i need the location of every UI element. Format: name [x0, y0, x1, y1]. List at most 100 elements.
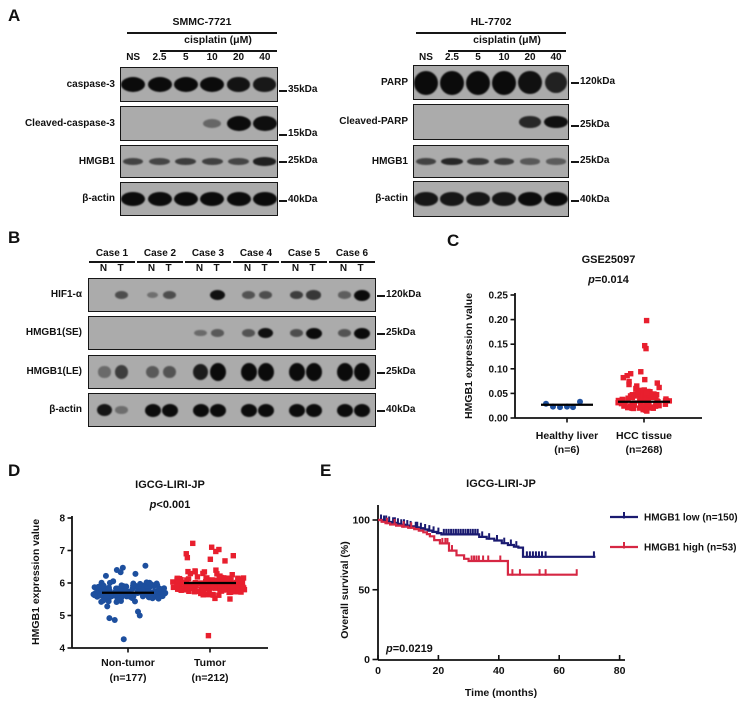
- y-tick-label: 0.00: [489, 414, 509, 425]
- y-tick-label: 8: [59, 514, 65, 525]
- kda-tick: [571, 125, 579, 127]
- scatter-point: [184, 577, 190, 583]
- scatter-point: [649, 404, 656, 410]
- nt-label: T: [357, 263, 364, 274]
- panel-c-chart: GSE25097 p=0.014 0.00 0.05 0.10 0.15 0.20 0.25 H…: [463, 254, 702, 455]
- protein-band: [544, 192, 568, 206]
- scatter-point: [175, 579, 181, 586]
- scatter-point: [238, 589, 244, 595]
- scatter-point: [216, 592, 222, 598]
- scatter-point: [208, 544, 215, 550]
- protein-band: [147, 192, 172, 206]
- blot-row-label: HMGB1(LE): [26, 366, 82, 377]
- case-label: Case 2: [143, 248, 177, 259]
- protein-band: [226, 116, 251, 131]
- protein-band: [209, 289, 226, 301]
- protein-band: [253, 77, 277, 92]
- scatter-point: [146, 594, 153, 601]
- plot-title: IGCG-LIRI-JP: [135, 479, 205, 491]
- case-label: Case 6: [335, 248, 369, 259]
- case-underline: [233, 261, 279, 263]
- protein-band: [353, 363, 370, 381]
- scatter-point: [625, 404, 631, 411]
- scatter-point: [651, 391, 657, 397]
- scatter-point: [654, 380, 660, 386]
- case-underline: [185, 261, 231, 263]
- scatter-point: [656, 384, 662, 391]
- header-underline: [416, 32, 566, 34]
- scatter-point: [174, 575, 180, 582]
- scatter-point: [156, 586, 163, 593]
- scatter-point: [136, 612, 143, 619]
- scatter-point: [228, 577, 234, 583]
- scatter-point: [649, 394, 655, 401]
- nt-label: T: [309, 263, 316, 274]
- panel-letter-a: A: [8, 6, 21, 25]
- scatter-point: [187, 585, 193, 591]
- scatter-point: [120, 636, 127, 643]
- scatter-point: [137, 580, 144, 587]
- scatter-point: [637, 396, 643, 402]
- lane-label: 10: [498, 52, 510, 63]
- scatter-point: [176, 586, 183, 592]
- scatter-point: [100, 597, 107, 604]
- protein-band: [257, 403, 274, 417]
- lane-label: 2.5: [445, 52, 459, 63]
- scatter-point: [170, 584, 177, 591]
- blot-box: [413, 145, 569, 178]
- scatter-point: [192, 568, 198, 574]
- scatter-point: [170, 579, 176, 585]
- y-tick-label: 0.25: [489, 291, 509, 302]
- scatter-point: [114, 597, 121, 604]
- nt-label: N: [339, 263, 348, 274]
- protein-band: [518, 116, 542, 128]
- nt-label: T: [117, 263, 124, 274]
- scatter-point: [627, 371, 634, 377]
- protein-band: [240, 403, 257, 417]
- scatter-point: [224, 579, 230, 585]
- protein-band: [518, 70, 542, 95]
- protein-band: [192, 403, 209, 417]
- p-value: p=0.014: [587, 274, 630, 286]
- scatter-point: [227, 596, 233, 602]
- scatter-point: [577, 398, 583, 405]
- scatter-point: [624, 372, 630, 379]
- y-tick-label: 7: [59, 546, 65, 557]
- scatter-point: [100, 582, 107, 589]
- y-tick-label: 0.15: [489, 340, 509, 351]
- protein-band: [336, 403, 353, 417]
- kda-label: 15kDa: [288, 128, 318, 139]
- scatter-point: [213, 548, 219, 555]
- scatter-point: [132, 570, 139, 577]
- scatter-point: [148, 581, 155, 588]
- lane-label: 20: [232, 52, 245, 63]
- protein-band: [114, 364, 129, 380]
- protein-band: [440, 157, 464, 166]
- scatter-point: [190, 540, 196, 547]
- scatter-point: [103, 593, 110, 600]
- nt-label: T: [261, 263, 268, 274]
- nt-label: N: [147, 263, 156, 274]
- scatter-point: [200, 570, 206, 577]
- category-label: HCC tissue: [616, 430, 672, 442]
- x-tick-label: 20: [433, 665, 445, 677]
- scatter-point: [643, 390, 650, 396]
- scatter-point: [654, 402, 661, 408]
- protein-band: [240, 363, 257, 381]
- kda-tick: [279, 134, 287, 136]
- protein-band: [415, 158, 437, 165]
- protein-band: [337, 329, 352, 337]
- protein-band: [492, 192, 516, 206]
- protein-band: [518, 192, 542, 206]
- category-n-label: (n=6): [554, 444, 579, 455]
- scatter-point: [131, 598, 138, 605]
- y-tick-label: 50: [358, 584, 370, 596]
- scatter-point: [653, 391, 660, 398]
- panel-letter-c: C: [447, 231, 460, 250]
- plot-title: GSE25097: [582, 254, 636, 266]
- protein-band: [146, 291, 159, 299]
- y-tick-label: 5: [59, 611, 65, 622]
- legend-entry: HMGB1 high (n=53): [610, 542, 737, 554]
- x-axis-title: Time (months): [465, 687, 537, 699]
- scatter-point: [662, 401, 669, 407]
